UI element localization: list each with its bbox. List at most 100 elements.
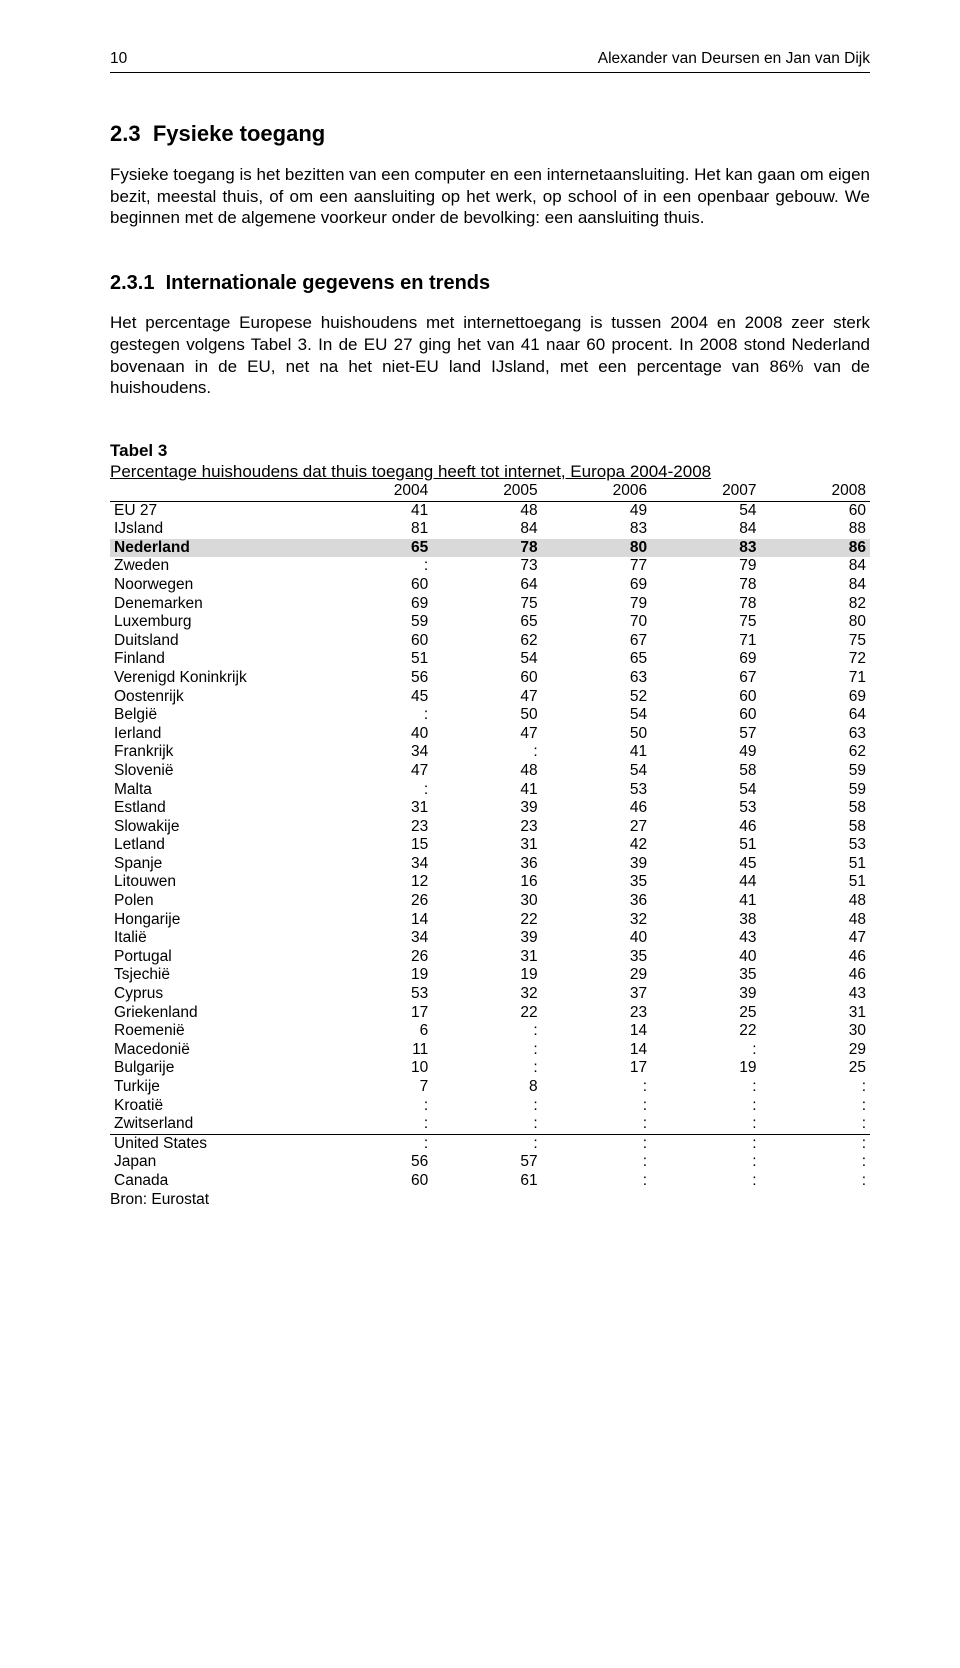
table-row: Malta:41535459 bbox=[110, 781, 870, 800]
table-row: Estland3139465358 bbox=[110, 799, 870, 818]
table-cell: Letland bbox=[110, 836, 323, 855]
table-cell: : bbox=[432, 1115, 541, 1134]
table-cell: : bbox=[432, 1097, 541, 1116]
table-cell: 65 bbox=[323, 539, 432, 558]
table-cell: 6 bbox=[323, 1022, 432, 1041]
table-cell: 49 bbox=[542, 501, 651, 520]
table-cell: 47 bbox=[323, 762, 432, 781]
table-cell: 40 bbox=[542, 929, 651, 948]
table-row: Italië3439404347 bbox=[110, 929, 870, 948]
paragraph: Het percentage Europese huishoudens met … bbox=[110, 312, 870, 399]
table-cell: 84 bbox=[761, 557, 870, 576]
table-cell: 51 bbox=[651, 836, 760, 855]
table-cell: 46 bbox=[761, 966, 870, 985]
table-cell: 22 bbox=[432, 911, 541, 930]
table-cell: : bbox=[761, 1172, 870, 1191]
section-number: 2.3 bbox=[110, 121, 141, 146]
table-cell: 58 bbox=[761, 818, 870, 837]
table-cell: 40 bbox=[323, 725, 432, 744]
paragraph: Fysieke toegang is het bezitten van een … bbox=[110, 164, 870, 229]
table-cell: 63 bbox=[761, 725, 870, 744]
table-cell: 16 bbox=[432, 873, 541, 892]
table-cell: 71 bbox=[651, 632, 760, 651]
table-row: Canada6061::: bbox=[110, 1172, 870, 1191]
table-cell: Oostenrijk bbox=[110, 688, 323, 707]
table-cell: 48 bbox=[761, 892, 870, 911]
table-row: Roemenië6:142230 bbox=[110, 1022, 870, 1041]
table-cell: 80 bbox=[761, 613, 870, 632]
table-cell: : bbox=[761, 1078, 870, 1097]
table-cell: 63 bbox=[542, 669, 651, 688]
table-cell: Italië bbox=[110, 929, 323, 948]
table-cell: 39 bbox=[542, 855, 651, 874]
table-cell: 23 bbox=[323, 818, 432, 837]
table-cell: Tsjechië bbox=[110, 966, 323, 985]
table-cell: 70 bbox=[542, 613, 651, 632]
table-cell: 84 bbox=[432, 520, 541, 539]
table-cell: 10 bbox=[323, 1059, 432, 1078]
table-cell: 35 bbox=[651, 966, 760, 985]
table-cell: : bbox=[542, 1097, 651, 1116]
table-cell: 54 bbox=[651, 501, 760, 520]
table-row: Cyprus5332373943 bbox=[110, 985, 870, 1004]
table-cell: 15 bbox=[323, 836, 432, 855]
table-cell: 41 bbox=[323, 501, 432, 520]
table-cell: Turkije bbox=[110, 1078, 323, 1097]
table-cell: : bbox=[761, 1134, 870, 1153]
table-row: Macedonië11:14:29 bbox=[110, 1041, 870, 1060]
table-cell: 31 bbox=[761, 1004, 870, 1023]
table-cell: Luxemburg bbox=[110, 613, 323, 632]
table-cell: 45 bbox=[651, 855, 760, 874]
table-cell: : bbox=[432, 1134, 541, 1153]
table-cell: 46 bbox=[651, 818, 760, 837]
table-cell: 53 bbox=[651, 799, 760, 818]
column-header: 2007 bbox=[651, 482, 760, 501]
table-cell: 47 bbox=[432, 688, 541, 707]
table-cell: : bbox=[323, 706, 432, 725]
table-cell: : bbox=[651, 1115, 760, 1134]
table-cell: 78 bbox=[651, 595, 760, 614]
table-cell: 53 bbox=[323, 985, 432, 1004]
table-cell: 69 bbox=[323, 595, 432, 614]
table-cell: Finland bbox=[110, 650, 323, 669]
table-cell: 36 bbox=[542, 892, 651, 911]
table-cell: 56 bbox=[323, 1153, 432, 1172]
table-row: Polen2630364148 bbox=[110, 892, 870, 911]
table-row: Oostenrijk4547526069 bbox=[110, 688, 870, 707]
table-cell: : bbox=[651, 1078, 760, 1097]
subsection-heading: 2.3.1 Internationale gegevens en trends bbox=[110, 271, 870, 295]
table-cell: 57 bbox=[432, 1153, 541, 1172]
table-cell: Slovenië bbox=[110, 762, 323, 781]
table-cell: Denemarken bbox=[110, 595, 323, 614]
table-cell: 78 bbox=[432, 539, 541, 558]
table-cell: 82 bbox=[761, 595, 870, 614]
table-cell: 25 bbox=[761, 1059, 870, 1078]
table-cell: 39 bbox=[432, 929, 541, 948]
table-cell: 32 bbox=[542, 911, 651, 930]
table-cell: : bbox=[651, 1041, 760, 1060]
table-cell: : bbox=[542, 1134, 651, 1153]
table-cell: 51 bbox=[323, 650, 432, 669]
table-cell: : bbox=[323, 1097, 432, 1116]
table-cell: 11 bbox=[323, 1041, 432, 1060]
table-cell: 12 bbox=[323, 873, 432, 892]
table-cell: 58 bbox=[651, 762, 760, 781]
table-cell: 19 bbox=[432, 966, 541, 985]
table-cell: 34 bbox=[323, 855, 432, 874]
table-cell: 17 bbox=[542, 1059, 651, 1078]
table-cell: 45 bbox=[323, 688, 432, 707]
table-cell: 42 bbox=[542, 836, 651, 855]
table-cell: 71 bbox=[761, 669, 870, 688]
table-cell: 46 bbox=[761, 948, 870, 967]
table-cell: : bbox=[651, 1134, 760, 1153]
table-cell: 50 bbox=[542, 725, 651, 744]
table-cell: 65 bbox=[432, 613, 541, 632]
table-cell: 14 bbox=[323, 911, 432, 930]
table-cell: Malta bbox=[110, 781, 323, 800]
table-cell: 83 bbox=[651, 539, 760, 558]
table-cell: 80 bbox=[542, 539, 651, 558]
table-row: Noorwegen6064697884 bbox=[110, 576, 870, 595]
column-header: 2008 bbox=[761, 482, 870, 501]
column-header: 2006 bbox=[542, 482, 651, 501]
table-cell: 54 bbox=[432, 650, 541, 669]
